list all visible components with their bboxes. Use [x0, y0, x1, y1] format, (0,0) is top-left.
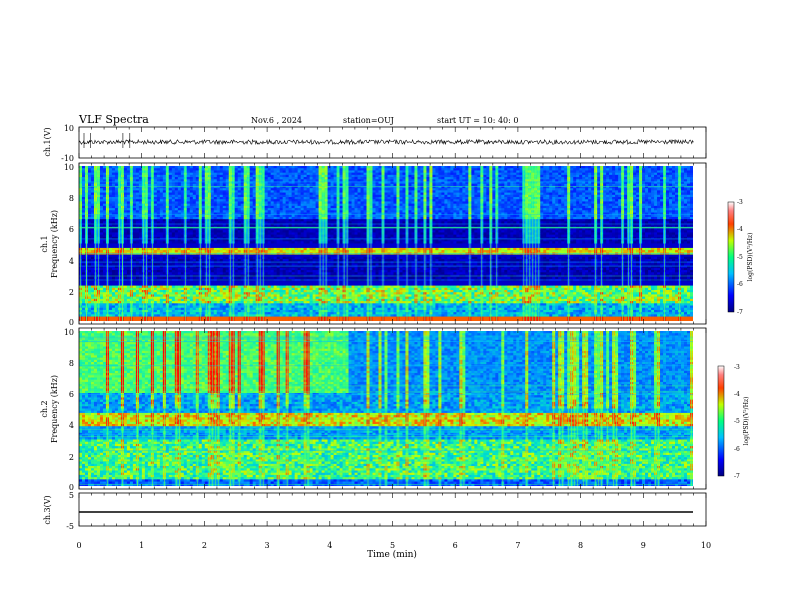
x-tick-label: 9 [641, 541, 646, 550]
ch2-ytick-6: 6 [69, 390, 74, 399]
x-tick-label: 8 [578, 541, 583, 550]
ch2-ytick-10: 10 [64, 328, 74, 337]
ch1-waveform-line [78, 133, 694, 148]
ch1-colorbar-label: log(PSD)(V²/Hz) [747, 233, 754, 282]
ch2-channel-label: ch.2 [40, 400, 49, 417]
ch1-spectrogram-panel: 10 8 6 4 2 0 ch.1 Frequency (kHz) [40, 162, 707, 327]
ch3-waveform-frame [78, 492, 707, 527]
ch1-channel-label: ch.1 [40, 235, 49, 252]
ch2-ytick-8: 8 [69, 359, 74, 368]
ch1-ytick-6: 6 [69, 225, 74, 234]
ch1-waveform-panel: 10 -10 ch.1(V) [43, 124, 707, 163]
x-tick-label: 0 [76, 541, 81, 550]
ch2-cb-tick-m3: -3 [734, 364, 740, 371]
ch2-spectrogram-panel: 10 8 6 4 2 0 ch.2 Frequency (kHz) [40, 327, 707, 492]
x-tick-label: 7 [515, 541, 520, 550]
ch2-ytick-0: 0 [69, 483, 74, 492]
date-label: Nov.6 , 2024 [251, 116, 302, 125]
ch3-ylabel: ch.3(V) [43, 495, 52, 524]
x-axis-label: Time (min) [367, 549, 417, 560]
ch1-ytick-8: 8 [69, 194, 74, 203]
ch3-ytick-top: 5 [69, 491, 74, 500]
ch2-cb-tick-m5: -5 [734, 418, 740, 425]
ch1-spectrogram-image [79, 166, 693, 321]
ch2-spectrogram-image [79, 331, 693, 486]
ch1-ylabel: ch.1(V) [43, 127, 52, 156]
ch2-colorbar-gradient [717, 365, 725, 477]
start-ut-label: start UT = 10: 40: 0 [437, 116, 518, 125]
axis-ticks [78, 127, 707, 526]
ch2-cb-tick-m7: -7 [734, 473, 740, 480]
ch1-waveform-frame [78, 126, 707, 159]
ch1-ytick-2: 2 [69, 288, 74, 297]
ch1-cb-tick-m6: -6 [737, 281, 743, 288]
x-tick-label: 4 [327, 541, 332, 550]
ch1-cb-tick-m3: -3 [737, 199, 743, 206]
station-label: station=OUJ [343, 116, 394, 125]
ch1-cb-tick-m5: -5 [737, 254, 743, 261]
x-tick-label: 5 [390, 541, 395, 550]
ch2-colorbar: -3 -4 -5 -6 -7 log(PSD)(V²/Hz) [717, 364, 750, 480]
x-tick-label: 2 [202, 541, 207, 550]
ch2-ytick-2: 2 [69, 453, 74, 462]
ch3-waveform-panel: 5 -5 ch.3(V) [43, 491, 707, 531]
ch1-colorbar-gradient [727, 201, 735, 313]
ch1-ytick-top: 10 [64, 124, 74, 133]
ch3-ytick-bottom: -5 [66, 522, 74, 531]
ch2-colorbar-label: log(PSD)(V²/Hz) [743, 397, 750, 446]
x-tick-label: 1 [139, 541, 144, 550]
x-tick-label: 6 [453, 541, 458, 550]
ch1-ytick-0: 0 [69, 318, 74, 327]
ch1-colorbar: -3 -4 -5 -6 -7 log(PSD)(V²/Hz) [727, 199, 754, 316]
ch2-ytick-4: 4 [69, 421, 74, 430]
x-tick-label: 10 [701, 541, 711, 550]
figure-title: VLF Spectra [78, 113, 149, 126]
ch1-ytick-bottom: -10 [61, 154, 74, 163]
x-tick-label: 3 [265, 541, 270, 550]
ch2-cb-tick-m4: -4 [734, 391, 740, 398]
ch2-freq-ylabel: Frequency (kHz) [50, 375, 59, 443]
ch2-cb-tick-m6: -6 [734, 446, 740, 453]
ch1-ytick-4: 4 [69, 257, 74, 266]
ch1-cb-tick-m7: -7 [737, 309, 743, 316]
ch1-cb-tick-m4: -4 [737, 226, 743, 233]
ch1-freq-ylabel: Frequency (kHz) [50, 210, 59, 278]
ch1-ytick-10: 10 [64, 163, 74, 172]
x-axis-tick-labels: 0 1 2 3 4 5 6 7 8 9 10 [76, 541, 711, 550]
